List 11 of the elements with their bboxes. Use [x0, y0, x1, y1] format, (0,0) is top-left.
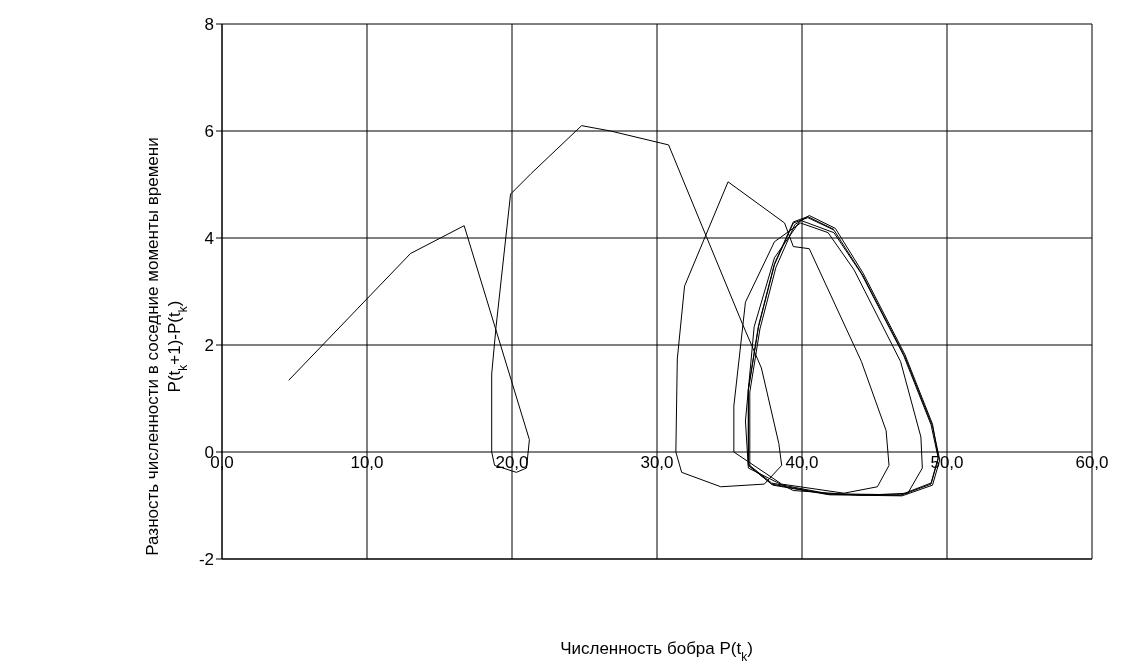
x-tick-label: 20,0	[495, 453, 529, 472]
y-tick-label: 2	[204, 336, 214, 356]
x-tick-label: 10,0	[350, 453, 384, 472]
x-tick-label: 60,0	[1075, 453, 1109, 472]
x-tick-label: 40,0	[785, 453, 819, 472]
y-tick-label: 6	[204, 122, 214, 142]
y-tick-label: -2	[198, 550, 214, 570]
y-tick-label: 8	[204, 15, 214, 35]
y-tick-label: 4	[204, 229, 214, 249]
x-axis-title: Численность бобра P(t$_{k}$)	[560, 639, 753, 664]
x-tick-label: 30,0	[640, 453, 674, 472]
